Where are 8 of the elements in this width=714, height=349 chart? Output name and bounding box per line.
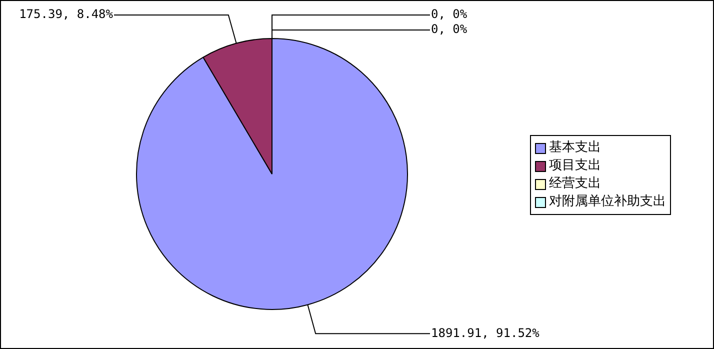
legend-label: 对附属单位补助支出 <box>549 193 666 211</box>
legend-label: 经营支出 <box>549 175 601 193</box>
data-label: 175.39, 8.48% <box>19 7 114 22</box>
data-label: 1891.91, 91.52% <box>431 326 540 340</box>
text: 0, 0% <box>431 7 468 22</box>
legend-label: 项目支出 <box>549 157 601 175</box>
text: 0, 0% <box>431 22 468 36</box>
legend-label: 基本支出 <box>549 139 601 157</box>
